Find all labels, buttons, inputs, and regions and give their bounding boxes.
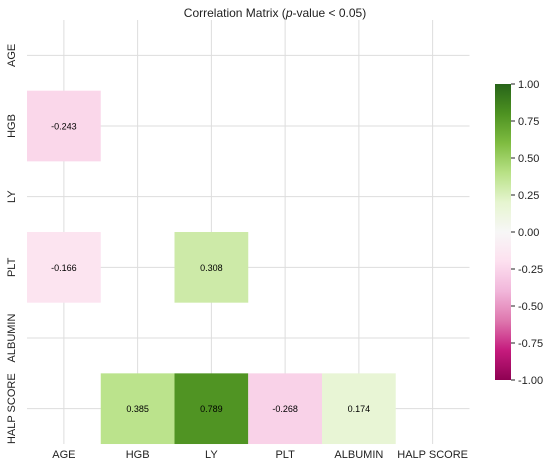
colorbar-tick-label: -0.50 xyxy=(518,301,543,313)
cell-value-label: 0.789 xyxy=(200,404,223,414)
y-tick-label: ALBUMIN xyxy=(6,314,18,363)
colorbar-tick-label: 0.75 xyxy=(518,116,539,128)
x-tick-label: HGB xyxy=(126,449,150,461)
heatmap-cell xyxy=(174,373,249,445)
colorbar-tick-label: 0.00 xyxy=(518,227,539,239)
colorbar-tick-label: -1.00 xyxy=(518,375,543,387)
cell-value-label: -0.243 xyxy=(51,122,77,132)
x-tick-label: AGE xyxy=(52,449,75,461)
cell-value-label: 0.308 xyxy=(200,263,223,273)
x-tick-label: PLT xyxy=(275,449,295,461)
colorbar: -1.00 -0.75 -0.50 -0.25 0.00 0.25 0.50 0.75 1.00 xyxy=(495,79,543,387)
cell-value-label: -0.166 xyxy=(51,263,77,273)
heatmap-cell xyxy=(174,232,249,303)
x-tick-label: HALP SCORE xyxy=(397,449,468,461)
y-tick-label: LY xyxy=(6,190,18,203)
colorbar-tick-label: 0.50 xyxy=(518,153,539,165)
colorbar-tick-label: -0.25 xyxy=(518,264,543,276)
x-tick-label: ALBUMIN xyxy=(334,449,383,461)
cell-value-label: -0.268 xyxy=(272,404,298,414)
cell-value-label: 0.174 xyxy=(348,404,371,414)
colorbar-tick-label: 1.00 xyxy=(518,79,539,91)
cell-value-label: 0.385 xyxy=(126,404,149,414)
heatmap-cell xyxy=(248,373,322,445)
colorbar-gradient xyxy=(495,84,511,380)
y-tick-label: HALP SCORE xyxy=(6,373,18,444)
heatmap-cell xyxy=(322,373,396,445)
chart-title: Correlation Matrix (p-value < 0.05) xyxy=(184,6,366,20)
x-tick-label: LY xyxy=(205,449,218,461)
colorbar-tick-label: -0.75 xyxy=(518,338,543,350)
heatmap-cell xyxy=(27,90,101,162)
y-tick-label: PLT xyxy=(6,257,18,277)
heatmap-cell xyxy=(100,373,175,445)
y-tick-label: HGB xyxy=(6,114,18,138)
heatmap-cell xyxy=(27,232,101,303)
colorbar-tick-label: 0.25 xyxy=(518,190,539,202)
heatmap-cells: -0.243 -0.166 0.308 0.385 0.789 -0.268 0.174 xyxy=(27,90,396,445)
y-tick-label: AGE xyxy=(6,44,18,67)
